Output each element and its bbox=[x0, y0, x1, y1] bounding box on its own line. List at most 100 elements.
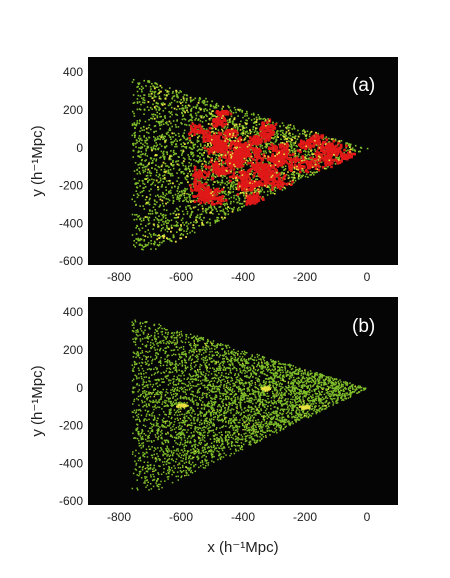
galaxy-point bbox=[141, 244, 143, 247]
galaxy-point bbox=[291, 176, 293, 179]
galaxy-point bbox=[184, 189, 187, 192]
galaxy-point bbox=[158, 206, 161, 208]
galaxy-point bbox=[268, 183, 271, 186]
galaxy-point bbox=[183, 194, 185, 197]
galaxy-point bbox=[169, 112, 172, 114]
galaxy-point bbox=[141, 129, 143, 132]
galaxy-point bbox=[151, 108, 153, 110]
galaxy-point bbox=[136, 186, 139, 189]
galaxy-point bbox=[162, 220, 164, 223]
galaxy-point bbox=[131, 134, 134, 137]
galaxy-point bbox=[242, 148, 246, 152]
galaxy-point bbox=[280, 163, 284, 167]
galaxy-point bbox=[298, 162, 301, 166]
galaxy-point bbox=[293, 171, 296, 173]
galaxy-point bbox=[180, 172, 183, 174]
galaxy-point bbox=[255, 159, 258, 163]
galaxy-point bbox=[350, 143, 352, 146]
galaxy-point bbox=[290, 173, 293, 176]
galaxy-point bbox=[257, 173, 261, 177]
galaxy-point bbox=[148, 198, 151, 201]
galaxy-point bbox=[204, 182, 208, 186]
galaxy-point bbox=[328, 148, 331, 151]
galaxy-point bbox=[161, 185, 163, 188]
galaxy-point bbox=[175, 126, 177, 128]
galaxy-point bbox=[225, 132, 229, 136]
galaxy-point bbox=[280, 177, 283, 179]
galaxy-point bbox=[196, 133, 198, 135]
galaxy-point bbox=[251, 174, 254, 176]
galaxy-point bbox=[287, 127, 290, 129]
galaxy-point bbox=[230, 115, 233, 118]
galaxy-point bbox=[192, 195, 195, 198]
galaxy-point bbox=[195, 107, 198, 109]
galaxy-point bbox=[131, 123, 134, 125]
galaxy-point bbox=[281, 122, 284, 124]
galaxy-point bbox=[245, 195, 248, 197]
galaxy-point bbox=[218, 123, 222, 126]
galaxy-point bbox=[165, 197, 167, 200]
galaxy-point bbox=[249, 129, 251, 131]
galaxy-point bbox=[262, 129, 265, 133]
galaxy-point bbox=[154, 234, 157, 236]
galaxy-point bbox=[295, 140, 297, 143]
galaxy-point bbox=[328, 146, 332, 150]
galaxy-point bbox=[163, 150, 165, 153]
galaxy-point bbox=[143, 101, 146, 104]
galaxy-point bbox=[208, 160, 211, 163]
galaxy-point bbox=[140, 154, 142, 156]
galaxy-point bbox=[265, 119, 267, 121]
galaxy-point bbox=[273, 175, 276, 178]
galaxy-point bbox=[279, 164, 282, 167]
galaxy-point bbox=[194, 143, 197, 146]
galaxy-point bbox=[134, 124, 137, 126]
galaxy-point bbox=[176, 114, 179, 116]
galaxy-point bbox=[235, 162, 239, 165]
galaxy-point bbox=[344, 153, 348, 157]
galaxy-point bbox=[169, 136, 172, 138]
galaxy-point bbox=[188, 195, 191, 197]
galaxy-point bbox=[263, 163, 267, 167]
galaxy-point bbox=[223, 213, 226, 215]
galaxy-point bbox=[152, 234, 155, 236]
galaxy-point bbox=[150, 172, 153, 175]
galaxy-point bbox=[272, 192, 274, 194]
galaxy-point bbox=[172, 212, 175, 215]
galaxy-point bbox=[197, 111, 199, 114]
galaxy-point bbox=[305, 137, 308, 140]
galaxy-point bbox=[139, 185, 141, 187]
galaxy-point bbox=[186, 107, 189, 109]
galaxy-point bbox=[154, 242, 156, 244]
galaxy-point bbox=[197, 102, 200, 104]
galaxy-point bbox=[282, 135, 284, 137]
galaxy-point bbox=[192, 174, 195, 177]
galaxy-point bbox=[245, 131, 247, 133]
galaxy-point bbox=[215, 164, 218, 167]
galaxy-point bbox=[216, 216, 218, 219]
galaxy-point bbox=[140, 220, 143, 222]
galaxy-point bbox=[151, 90, 154, 93]
galaxy-point bbox=[230, 140, 233, 144]
galaxy-point bbox=[160, 195, 162, 198]
galaxy-point bbox=[221, 167, 225, 171]
galaxy-point bbox=[235, 165, 238, 168]
galaxy-point bbox=[288, 176, 291, 179]
galaxy-point bbox=[205, 165, 208, 169]
galaxy-point bbox=[188, 165, 190, 168]
galaxy-point bbox=[189, 207, 191, 209]
galaxy-point bbox=[246, 135, 249, 137]
galaxy-point bbox=[345, 147, 347, 149]
galaxy-point bbox=[244, 152, 248, 156]
galaxy-point bbox=[158, 113, 161, 115]
galaxy-point bbox=[247, 146, 250, 150]
galaxy-point bbox=[245, 159, 248, 161]
galaxy-point bbox=[131, 213, 134, 216]
galaxy-point bbox=[143, 136, 145, 138]
galaxy-point bbox=[328, 142, 332, 145]
galaxy-point bbox=[186, 175, 188, 177]
galaxy-point bbox=[239, 160, 243, 164]
galaxy-point bbox=[242, 132, 245, 135]
galaxy-point bbox=[220, 181, 222, 184]
galaxy-point bbox=[153, 96, 156, 98]
galaxy-point bbox=[232, 157, 236, 161]
